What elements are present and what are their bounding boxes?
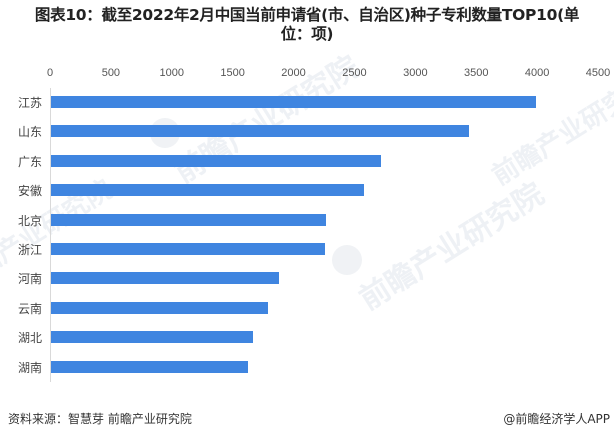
y-axis-line <box>50 88 51 382</box>
category-label: 湖北 <box>17 331 42 346</box>
x-tick-label: 0 <box>46 67 54 79</box>
bar <box>51 331 254 344</box>
x-tick-label: 1000 <box>159 67 185 79</box>
x-tick-label: 4000 <box>524 67 550 79</box>
chart-title-line-2: 位：项) <box>280 25 334 43</box>
x-tick-label: 3500 <box>463 67 489 79</box>
source-note: 资料来源：智慧芽 前瞻产业研究院 <box>8 412 192 426</box>
category-label: 山东 <box>17 125 42 140</box>
bar <box>51 184 365 197</box>
x-tick-label: 500 <box>101 67 121 79</box>
category-label: 浙江 <box>17 243 42 257</box>
x-tick-label: 3000 <box>403 67 428 79</box>
category-label: 湖南 <box>17 360 42 375</box>
bar <box>51 96 536 108</box>
bar <box>51 360 249 373</box>
category-label: 江苏 <box>17 96 42 110</box>
watermark-text: 前瞻产业研究院 <box>487 69 614 192</box>
bar <box>51 154 382 167</box>
x-tick-label: 1500 <box>220 67 245 79</box>
x-tick-label: 2500 <box>342 67 367 79</box>
credit-note: @前瞻经济学人APP <box>503 412 610 426</box>
category-label: 广东 <box>17 154 42 169</box>
category-label: 云南 <box>17 301 42 316</box>
x-tick-label: 4500 <box>585 67 611 79</box>
bar <box>51 272 279 285</box>
bar <box>51 301 268 314</box>
watermark-logo-icon <box>332 245 362 275</box>
bar <box>51 213 327 226</box>
chart-title-line-1: 图表10：截至2022年2月中国当前申请省(市、自治区)种子专利数量TOP10(… <box>34 6 580 24</box>
bar <box>51 243 326 255</box>
category-label: 河南 <box>17 272 42 287</box>
category-label: 北京 <box>17 213 42 228</box>
x-tick-label: 2000 <box>281 67 306 79</box>
chart-title: 图表10：截至2022年2月中国当前申请省(市、自治区)种子专利数量TOP10(… <box>0 6 614 44</box>
category-label: 安徽 <box>17 184 42 199</box>
bar <box>51 125 469 138</box>
watermark-text: 前瞻产业研究院 <box>168 49 366 191</box>
watermark-text: 前瞻产业研究院 <box>353 176 551 318</box>
